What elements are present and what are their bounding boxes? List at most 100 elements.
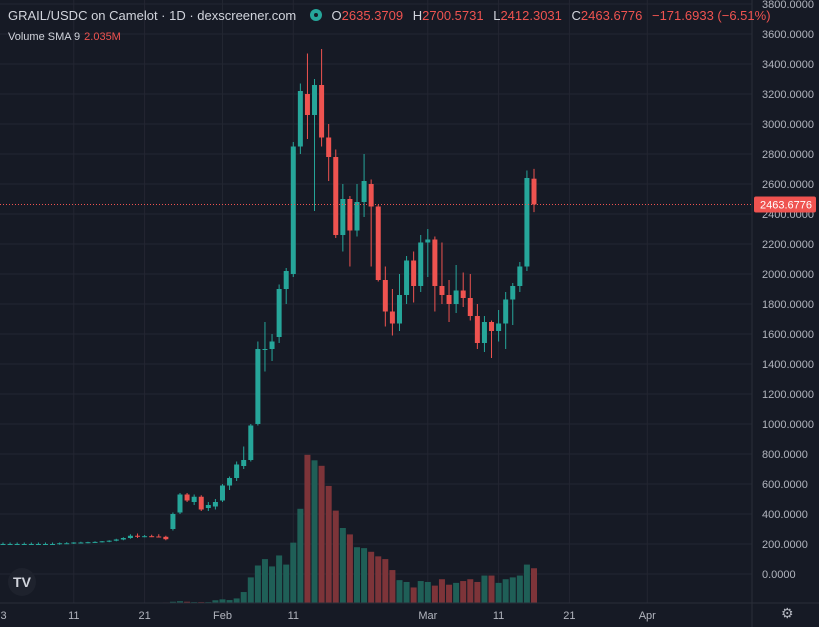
candle	[389, 289, 395, 336]
candle-body	[326, 137, 332, 157]
volume-bar	[361, 548, 368, 603]
candle-body	[368, 184, 374, 207]
candle-body	[375, 206, 381, 280]
price-tick-label: 1600.0000	[762, 329, 814, 341]
high-label: H	[412, 8, 423, 23]
volume-bar	[332, 510, 339, 603]
volume-bar	[403, 581, 410, 603]
candle	[64, 542, 70, 545]
candle-body	[404, 260, 410, 295]
volume-bar	[531, 568, 537, 603]
candle-body	[241, 460, 247, 466]
candle-body	[177, 494, 183, 513]
tradingview-logo-icon[interactable]: TV	[8, 568, 36, 596]
gear-icon[interactable]: ⚙	[781, 605, 794, 621]
volume-bar	[261, 559, 268, 603]
price-tick-label: 3400.0000	[762, 59, 814, 71]
time-tick-label: '23	[0, 610, 7, 622]
candle	[446, 280, 452, 322]
volume-bar	[509, 577, 516, 603]
candle-body	[269, 341, 275, 349]
candle	[312, 79, 318, 211]
volume-bar	[269, 566, 276, 603]
volume-bar	[424, 581, 431, 603]
candle-body	[234, 464, 240, 478]
candle-body	[21, 544, 27, 545]
candle	[368, 179, 374, 267]
volume-bar	[410, 587, 417, 603]
candle-body	[276, 289, 282, 337]
candle	[205, 502, 211, 511]
last-price-badge	[754, 196, 816, 213]
candle	[120, 537, 126, 541]
candle-body	[219, 485, 225, 501]
candle	[219, 484, 225, 502]
candle	[234, 461, 240, 481]
candle-body	[262, 349, 268, 350]
candle	[524, 170, 530, 271]
candle-body	[7, 544, 13, 545]
open-value: 2635.3709	[341, 8, 404, 23]
candle-body	[510, 286, 516, 300]
candle-body	[113, 539, 119, 541]
candle	[113, 538, 119, 542]
candle-body	[149, 536, 155, 538]
candle-body	[71, 542, 77, 544]
price-tick-label: 2800.0000	[762, 149, 814, 161]
candle-body	[411, 260, 417, 286]
candle	[489, 320, 495, 358]
volume-bar	[169, 601, 176, 603]
candle	[99, 541, 105, 543]
high-value: 2700.5731	[422, 8, 484, 23]
price-axis[interactable]: 3800.0000 3600.0000 3400.0000 3200.0000 3000…	[752, 0, 819, 603]
candle	[326, 124, 332, 181]
time-tick-label: 21	[563, 610, 575, 622]
candle-body	[418, 242, 424, 286]
price-tick-label: 2000.0000	[762, 269, 814, 281]
price-tick-label: 3000.0000	[762, 119, 814, 131]
time-tick-label: 21	[138, 610, 150, 622]
time-tick-label: Feb	[213, 610, 232, 622]
candle-body	[467, 298, 473, 316]
volume-bar	[226, 600, 233, 603]
volume-legend: Volume SMA 9 2.035M	[8, 31, 121, 43]
candle-body	[78, 542, 84, 544]
candle	[474, 304, 480, 349]
candle	[28, 542, 34, 545]
candle-body	[503, 299, 509, 324]
candle-body	[35, 544, 41, 545]
candle-body	[481, 322, 487, 343]
candle	[340, 184, 346, 252]
candle	[510, 283, 516, 325]
candle-body	[142, 536, 148, 538]
price-tick-label: 1800.0000	[762, 299, 814, 311]
candle-body	[255, 349, 261, 424]
candle	[78, 541, 84, 544]
candle-body	[319, 85, 325, 138]
candle-body	[14, 544, 20, 545]
candle	[106, 540, 112, 543]
candle	[404, 256, 410, 304]
candle	[418, 235, 424, 292]
volume-bar	[354, 547, 360, 603]
volume-bar	[290, 542, 297, 603]
candle-body	[248, 425, 254, 460]
candle	[319, 49, 325, 147]
volume-bar	[219, 599, 226, 603]
price-tick-label: 400.0000	[762, 509, 808, 521]
volume-bar	[311, 460, 318, 603]
candle	[163, 535, 169, 541]
candle	[297, 83, 303, 154]
candle	[496, 310, 502, 342]
candle-body	[460, 290, 466, 298]
price-axis-background	[752, 0, 819, 603]
candle-body	[382, 280, 388, 312]
open-label: O	[331, 8, 342, 23]
candle	[503, 292, 509, 349]
candle	[411, 251, 417, 303]
candle-body	[92, 541, 98, 543]
candle	[184, 493, 190, 502]
candle-body	[127, 535, 133, 538]
